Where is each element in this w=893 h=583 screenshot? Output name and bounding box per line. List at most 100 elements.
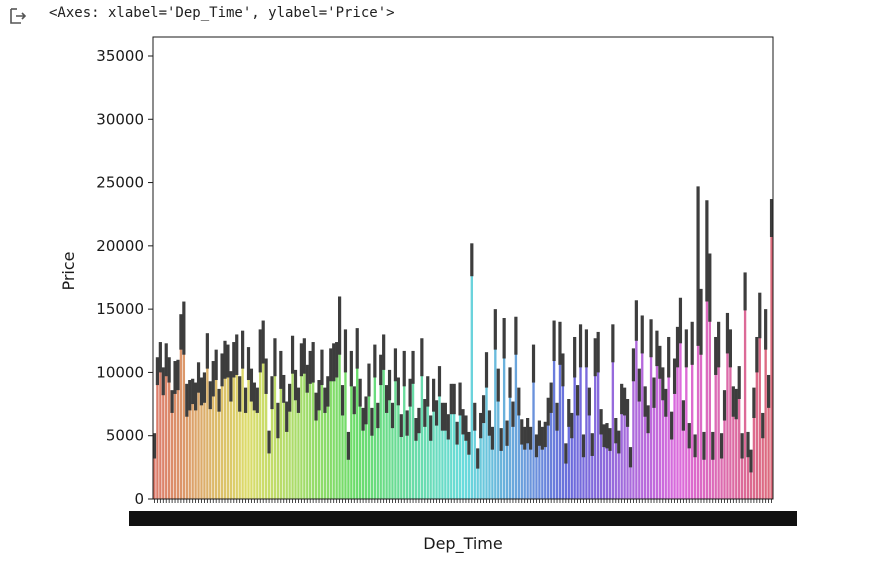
bar [358,392,362,499]
bar [223,359,227,499]
bar [746,444,750,499]
bar [361,419,365,499]
bar [264,376,268,499]
bar [435,412,438,499]
bar [541,438,544,499]
bar [276,420,280,499]
bar [485,369,488,499]
bar [226,361,230,499]
bar [591,444,594,499]
y-tick-label: 15000 [96,300,144,318]
bar [570,425,573,499]
bar [285,416,288,499]
bar [641,334,644,499]
bar [200,391,203,499]
bar [544,434,547,499]
bar [696,266,700,499]
bar [738,382,741,499]
bar [153,445,156,499]
bar [749,461,753,499]
bar [626,412,629,499]
bar [347,445,350,499]
y-tick-label: 20000 [96,237,144,255]
bar [644,401,647,499]
bar [447,426,450,499]
bar [332,362,335,499]
bar [676,347,679,499]
bar [538,433,541,499]
bar [453,399,456,499]
bar [165,359,168,499]
bar [658,362,662,499]
bar [273,357,277,499]
bar [267,442,271,499]
bar [596,352,600,499]
bar [288,397,291,499]
bar [426,391,429,499]
bar [400,425,403,499]
bar [259,350,262,499]
bar [353,400,356,499]
bar [394,364,397,499]
bar [176,374,180,499]
bar [526,430,529,499]
bar [732,401,735,499]
bar [479,425,482,499]
bar [417,420,421,499]
bar [567,412,570,499]
bar [585,348,588,499]
bar [338,325,341,499]
y-tick-label: 5000 [106,427,144,445]
bar [552,340,556,499]
bar [173,377,177,499]
bar [729,348,732,499]
bar [497,385,500,499]
bar [311,362,315,499]
bar [620,399,623,499]
bar [743,291,747,499]
x-tick-labels-overlap [129,511,797,526]
bar [611,343,615,499]
bar [156,371,159,499]
bar [191,391,194,499]
bar [241,349,244,499]
bar [167,369,171,499]
bar [755,354,759,499]
bar [670,425,673,499]
bar [752,402,756,499]
bar [270,392,274,499]
bar [576,400,579,499]
bar [253,396,256,499]
bar [444,416,447,499]
bar [209,395,212,499]
error-bars [152,186,774,473]
bar [159,357,162,499]
bar [605,435,609,499]
bar [379,369,382,499]
bar [693,445,697,499]
bar [212,378,215,499]
bar [314,406,318,499]
bar [705,250,709,499]
bar [764,329,767,499]
bar [356,348,359,499]
bar [391,415,394,499]
bar [406,423,409,499]
bar [623,401,626,499]
bar [547,411,550,499]
bar [335,359,338,499]
bar [711,445,714,499]
bar [514,335,518,499]
bar [220,369,224,499]
bar [408,392,412,499]
bar [326,391,330,499]
bar [511,414,515,499]
bar [488,423,491,499]
bar [215,364,218,499]
bar [558,343,562,499]
bar [532,363,535,499]
bar [535,445,538,499]
bar [438,381,441,499]
y-tick-label: 30000 [96,110,144,128]
